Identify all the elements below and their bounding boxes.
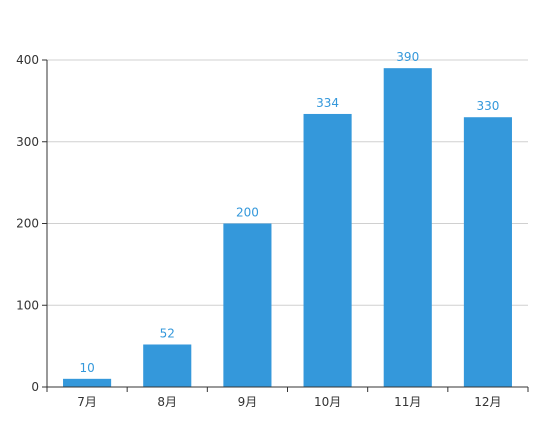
y-tick-label: 200 bbox=[16, 217, 39, 231]
y-tick-label: 0 bbox=[31, 380, 39, 394]
x-tick-label: 10月 bbox=[314, 395, 341, 409]
bar bbox=[303, 113, 352, 387]
bar bbox=[143, 344, 192, 387]
x-tick-label: 9月 bbox=[238, 395, 258, 409]
x-tick-label: 12月 bbox=[474, 395, 501, 409]
y-tick-label: 100 bbox=[16, 298, 39, 312]
bar bbox=[463, 117, 512, 387]
axes: 0 100 200 300 400 7月 8月 9月 10月 11月 12月 bbox=[16, 53, 529, 409]
bar-value-label: 390 bbox=[396, 50, 419, 64]
x-tick-label: 8月 bbox=[157, 395, 177, 409]
grid-lines bbox=[47, 59, 528, 306]
bar-value-label: 10 bbox=[79, 361, 94, 375]
bar bbox=[223, 223, 272, 387]
bar-value-label: 334 bbox=[316, 96, 339, 110]
bar-value-label: 330 bbox=[476, 99, 499, 113]
bar bbox=[63, 378, 112, 387]
bar bbox=[383, 68, 432, 388]
y-tick-label: 400 bbox=[16, 53, 39, 67]
y-tick-label: 300 bbox=[16, 135, 39, 149]
data-labels: 10 52 200 334 390 330 bbox=[79, 50, 499, 375]
x-tick-label: 11月 bbox=[394, 395, 421, 409]
bar-value-label: 52 bbox=[160, 326, 175, 340]
x-tick-label: 7月 bbox=[77, 395, 97, 409]
bars bbox=[63, 68, 512, 388]
bar-value-label: 200 bbox=[236, 206, 259, 220]
